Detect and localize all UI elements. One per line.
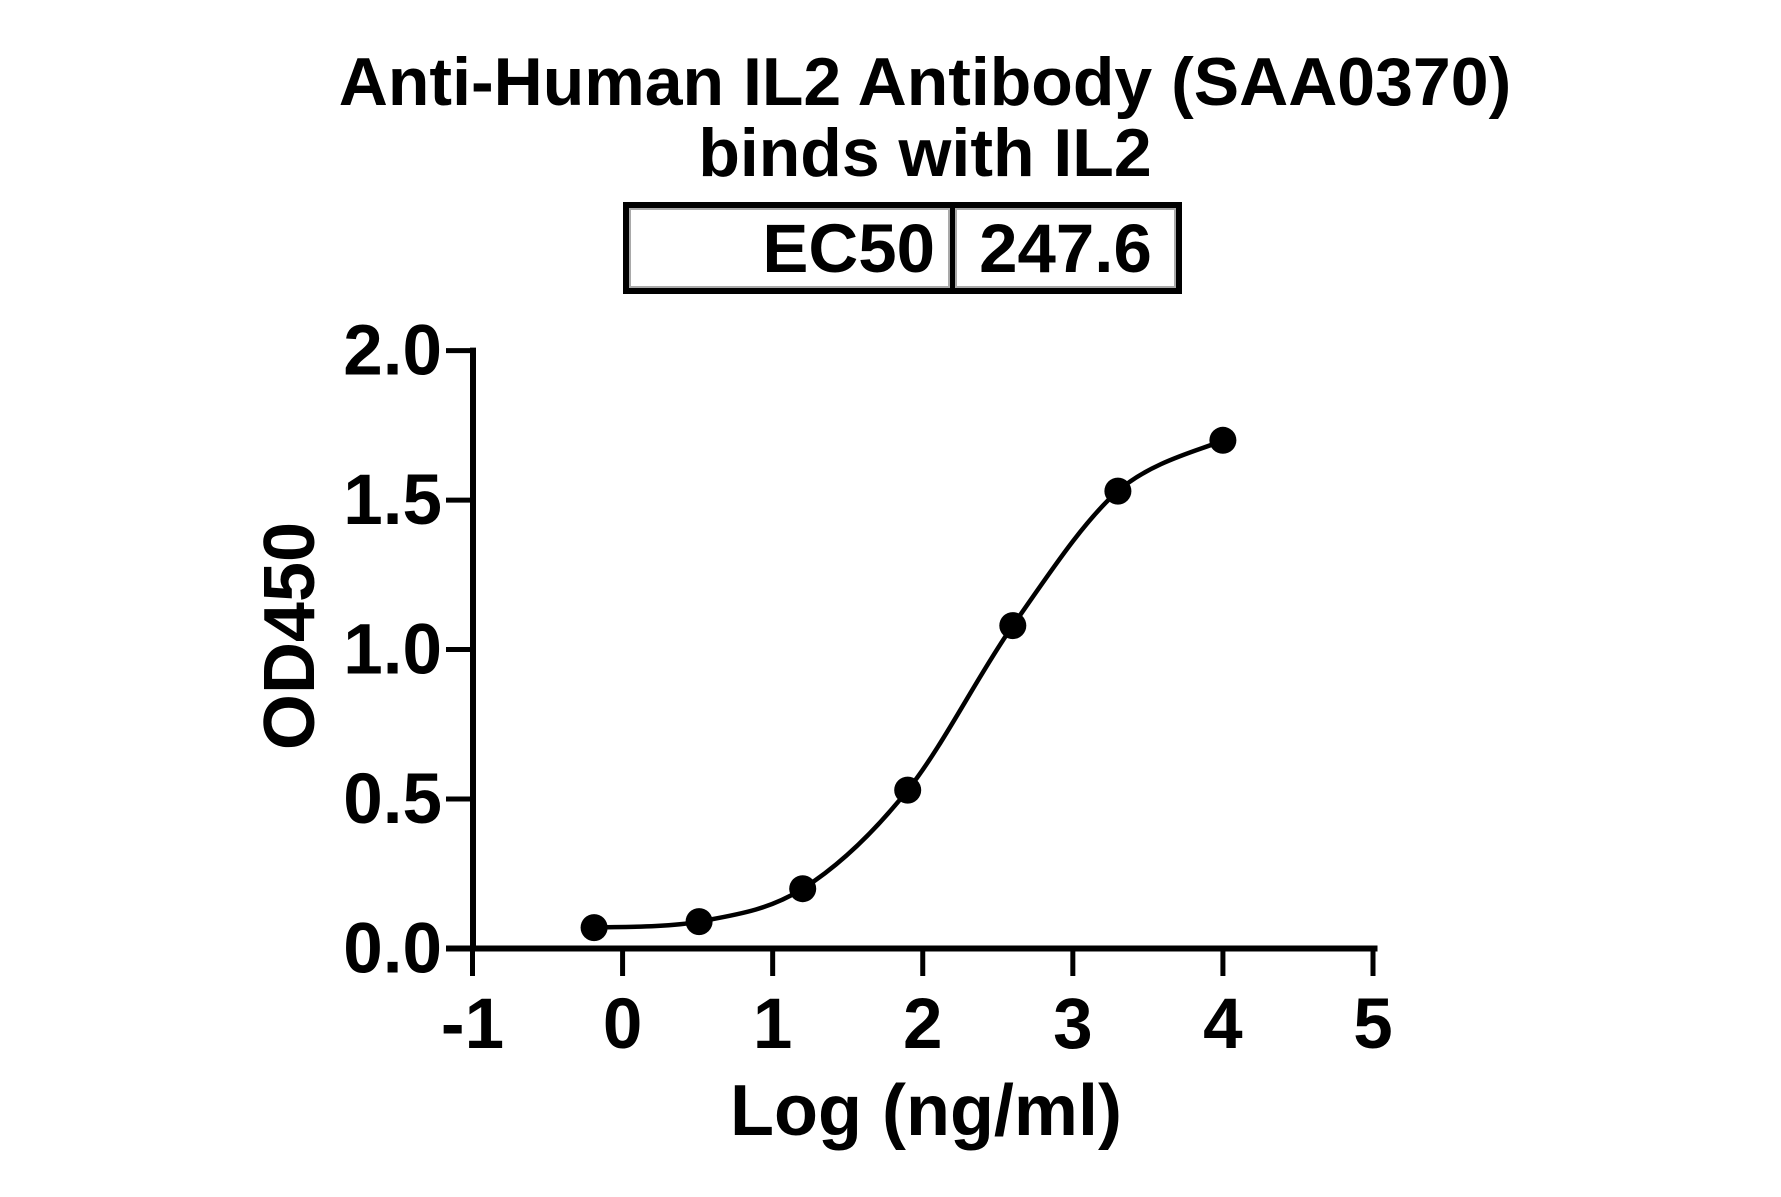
ec50-value-cell: 247.6 — [955, 208, 1176, 288]
chart-title-line-2: binds with IL2 — [698, 115, 1151, 191]
data-point — [999, 612, 1027, 640]
data-point — [894, 776, 922, 804]
data-point — [789, 875, 817, 903]
data-point — [685, 908, 713, 936]
y-axis-title: OD450 — [250, 522, 330, 750]
x-axis-title: Log (ng/ml) — [730, 1071, 1122, 1151]
axes — [446, 347, 1378, 976]
y-tick-label: 0.0 — [343, 910, 442, 989]
x-tick-label: 2 — [903, 985, 943, 1064]
x-tick-label: 1 — [753, 985, 793, 1064]
ec50-label-cell: EC50 — [629, 208, 950, 288]
data-point — [580, 914, 608, 942]
y-tick-label: 1.0 — [343, 611, 442, 690]
x-tick-label: 0 — [603, 985, 643, 1064]
y-tick-label: 0.5 — [343, 760, 442, 839]
ec50-table-divider — [950, 208, 955, 288]
x-tick-label: 5 — [1353, 985, 1393, 1064]
data-points — [580, 426, 1237, 942]
dose-response-curve — [593, 438, 1224, 930]
x-tick-label: 4 — [1203, 985, 1243, 1064]
data-point — [1104, 477, 1132, 505]
y-tick-label: 1.5 — [343, 461, 442, 540]
chart-title-line-1: Anti-Human IL2 Antibody (SAA0370) — [339, 44, 1511, 120]
ec50-table: EC50 247.6 — [623, 202, 1182, 294]
x-tick-label: 3 — [1053, 985, 1093, 1064]
y-tick-label: 2.0 — [343, 312, 442, 391]
x-tick-label: -1 — [441, 985, 504, 1064]
data-point — [1209, 426, 1237, 454]
tick-labels: -1 0 1 2 3 4 5 0.0 0.5 1.0 1.5 2.0 — [343, 312, 1392, 1064]
